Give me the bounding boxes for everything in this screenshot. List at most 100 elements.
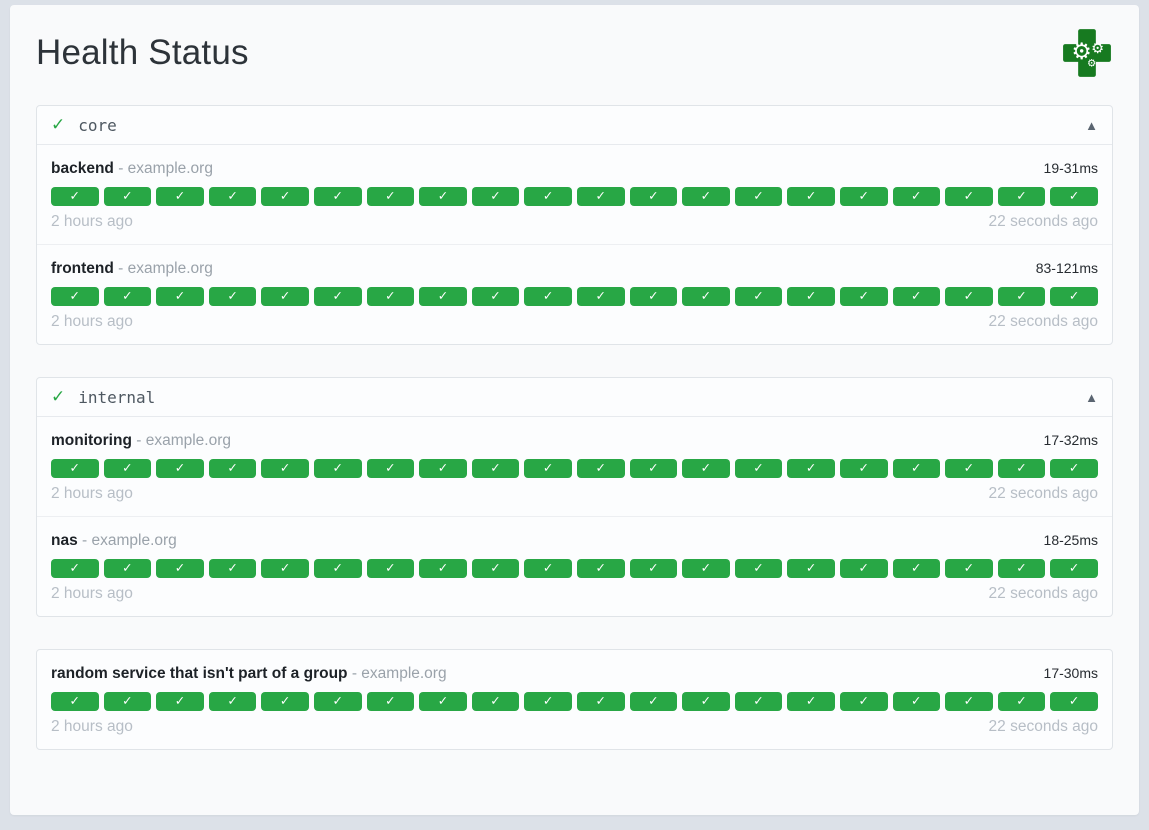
result-badge[interactable]: ✓ [577, 187, 625, 206]
result-badge[interactable]: ✓ [630, 187, 678, 206]
group-header[interactable]: ✓ internal ▲ [37, 378, 1112, 417]
result-badge[interactable]: ✓ [524, 692, 572, 711]
result-badge[interactable]: ✓ [209, 692, 257, 711]
result-badge[interactable]: ✓ [998, 692, 1046, 711]
result-badge[interactable]: ✓ [472, 692, 520, 711]
result-badge[interactable]: ✓ [787, 459, 835, 478]
result-badge[interactable]: ✓ [577, 692, 625, 711]
collapse-arrow-icon[interactable]: ▲ [1085, 390, 1098, 405]
result-badge[interactable]: ✓ [1050, 559, 1098, 578]
result-badge[interactable]: ✓ [945, 459, 993, 478]
result-badge[interactable]: ✓ [524, 287, 572, 306]
result-badge[interactable]: ✓ [156, 559, 204, 578]
result-badge[interactable]: ✓ [367, 187, 415, 206]
result-badge[interactable]: ✓ [630, 287, 678, 306]
result-badge[interactable]: ✓ [1050, 692, 1098, 711]
result-badge[interactable]: ✓ [261, 459, 309, 478]
result-badge[interactable]: ✓ [419, 187, 467, 206]
result-badge[interactable]: ✓ [156, 459, 204, 478]
group-header[interactable]: ✓ core ▲ [37, 106, 1112, 145]
result-badge[interactable]: ✓ [261, 692, 309, 711]
result-badge[interactable]: ✓ [577, 459, 625, 478]
result-badge[interactable]: ✓ [104, 559, 152, 578]
result-badge[interactable]: ✓ [472, 459, 520, 478]
result-badge[interactable]: ✓ [104, 187, 152, 206]
result-badge[interactable]: ✓ [893, 692, 941, 711]
result-badge[interactable]: ✓ [840, 287, 888, 306]
result-badge[interactable]: ✓ [998, 459, 1046, 478]
result-badge[interactable]: ✓ [472, 187, 520, 206]
result-badge[interactable]: ✓ [524, 459, 572, 478]
result-badge[interactable]: ✓ [840, 559, 888, 578]
result-badge[interactable]: ✓ [314, 692, 362, 711]
result-badge[interactable]: ✓ [156, 287, 204, 306]
result-badge[interactable]: ✓ [945, 692, 993, 711]
result-badge[interactable]: ✓ [367, 692, 415, 711]
result-badge[interactable]: ✓ [577, 559, 625, 578]
result-badge[interactable]: ✓ [314, 559, 362, 578]
result-badge[interactable]: ✓ [577, 287, 625, 306]
result-badge[interactable]: ✓ [314, 187, 362, 206]
result-badge[interactable]: ✓ [314, 287, 362, 306]
result-badge[interactable]: ✓ [524, 559, 572, 578]
result-badge[interactable]: ✓ [472, 559, 520, 578]
result-badge[interactable]: ✓ [524, 187, 572, 206]
result-badge[interactable]: ✓ [682, 692, 730, 711]
result-badge[interactable]: ✓ [787, 187, 835, 206]
result-badge[interactable]: ✓ [735, 187, 783, 206]
result-badge[interactable]: ✓ [104, 459, 152, 478]
result-badge[interactable]: ✓ [787, 692, 835, 711]
result-badge[interactable]: ✓ [630, 692, 678, 711]
result-badge[interactable]: ✓ [51, 692, 99, 711]
result-badge[interactable]: ✓ [261, 287, 309, 306]
result-badge[interactable]: ✓ [419, 692, 467, 711]
result-badge[interactable]: ✓ [630, 459, 678, 478]
result-badge[interactable]: ✓ [156, 692, 204, 711]
result-badge[interactable]: ✓ [735, 692, 783, 711]
result-badge[interactable]: ✓ [945, 187, 993, 206]
result-badge[interactable]: ✓ [893, 559, 941, 578]
result-badge[interactable]: ✓ [472, 287, 520, 306]
result-badge[interactable]: ✓ [314, 459, 362, 478]
result-badge[interactable]: ✓ [682, 287, 730, 306]
result-badge[interactable]: ✓ [945, 287, 993, 306]
result-badge[interactable]: ✓ [51, 559, 99, 578]
result-badge[interactable]: ✓ [840, 187, 888, 206]
result-badge[interactable]: ✓ [682, 187, 730, 206]
result-badge[interactable]: ✓ [735, 287, 783, 306]
result-badge[interactable]: ✓ [630, 559, 678, 578]
result-badge[interactable]: ✓ [209, 559, 257, 578]
result-badge[interactable]: ✓ [893, 287, 941, 306]
result-badge[interactable]: ✓ [419, 559, 467, 578]
result-badge[interactable]: ✓ [104, 692, 152, 711]
result-badge[interactable]: ✓ [367, 559, 415, 578]
result-badge[interactable]: ✓ [787, 559, 835, 578]
result-badge[interactable]: ✓ [735, 459, 783, 478]
collapse-arrow-icon[interactable]: ▲ [1085, 118, 1098, 133]
result-badge[interactable]: ✓ [893, 187, 941, 206]
result-badge[interactable]: ✓ [419, 287, 467, 306]
result-badge[interactable]: ✓ [209, 187, 257, 206]
result-badge[interactable]: ✓ [998, 287, 1046, 306]
result-badge[interactable]: ✓ [787, 287, 835, 306]
result-badge[interactable]: ✓ [945, 559, 993, 578]
result-badge[interactable]: ✓ [51, 287, 99, 306]
result-badge[interactable]: ✓ [840, 692, 888, 711]
result-badge[interactable]: ✓ [51, 459, 99, 478]
result-badge[interactable]: ✓ [998, 187, 1046, 206]
result-badge[interactable]: ✓ [209, 287, 257, 306]
result-badge[interactable]: ✓ [998, 559, 1046, 578]
result-badge[interactable]: ✓ [840, 459, 888, 478]
result-badge[interactable]: ✓ [1050, 287, 1098, 306]
result-badge[interactable]: ✓ [419, 459, 467, 478]
result-badge[interactable]: ✓ [682, 459, 730, 478]
result-badge[interactable]: ✓ [1050, 187, 1098, 206]
result-badge[interactable]: ✓ [104, 287, 152, 306]
result-badge[interactable]: ✓ [735, 559, 783, 578]
result-badge[interactable]: ✓ [893, 459, 941, 478]
result-badge[interactable]: ✓ [682, 559, 730, 578]
result-badge[interactable]: ✓ [156, 187, 204, 206]
result-badge[interactable]: ✓ [261, 559, 309, 578]
result-badge[interactable]: ✓ [261, 187, 309, 206]
result-badge[interactable]: ✓ [367, 459, 415, 478]
